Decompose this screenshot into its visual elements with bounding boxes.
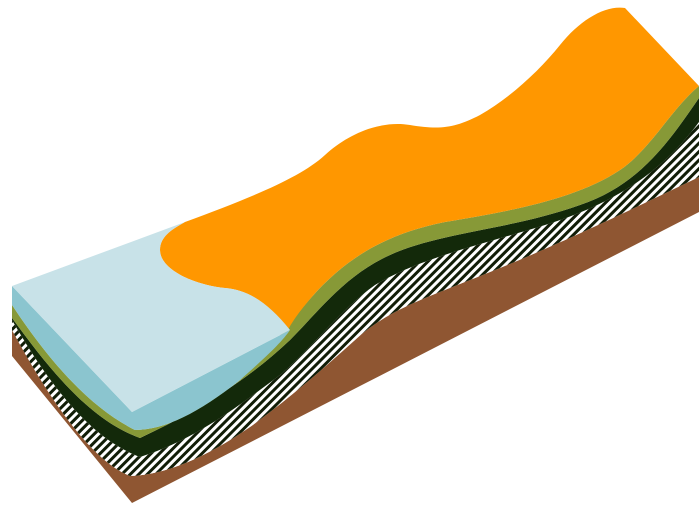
olive-stratum-layer xyxy=(12,86,699,438)
brown-base-layer xyxy=(12,177,699,503)
water-top-surface xyxy=(12,222,290,412)
dark-stratum-layer xyxy=(12,98,699,457)
water-front-face xyxy=(12,286,290,430)
orange-land-surface xyxy=(160,7,699,330)
